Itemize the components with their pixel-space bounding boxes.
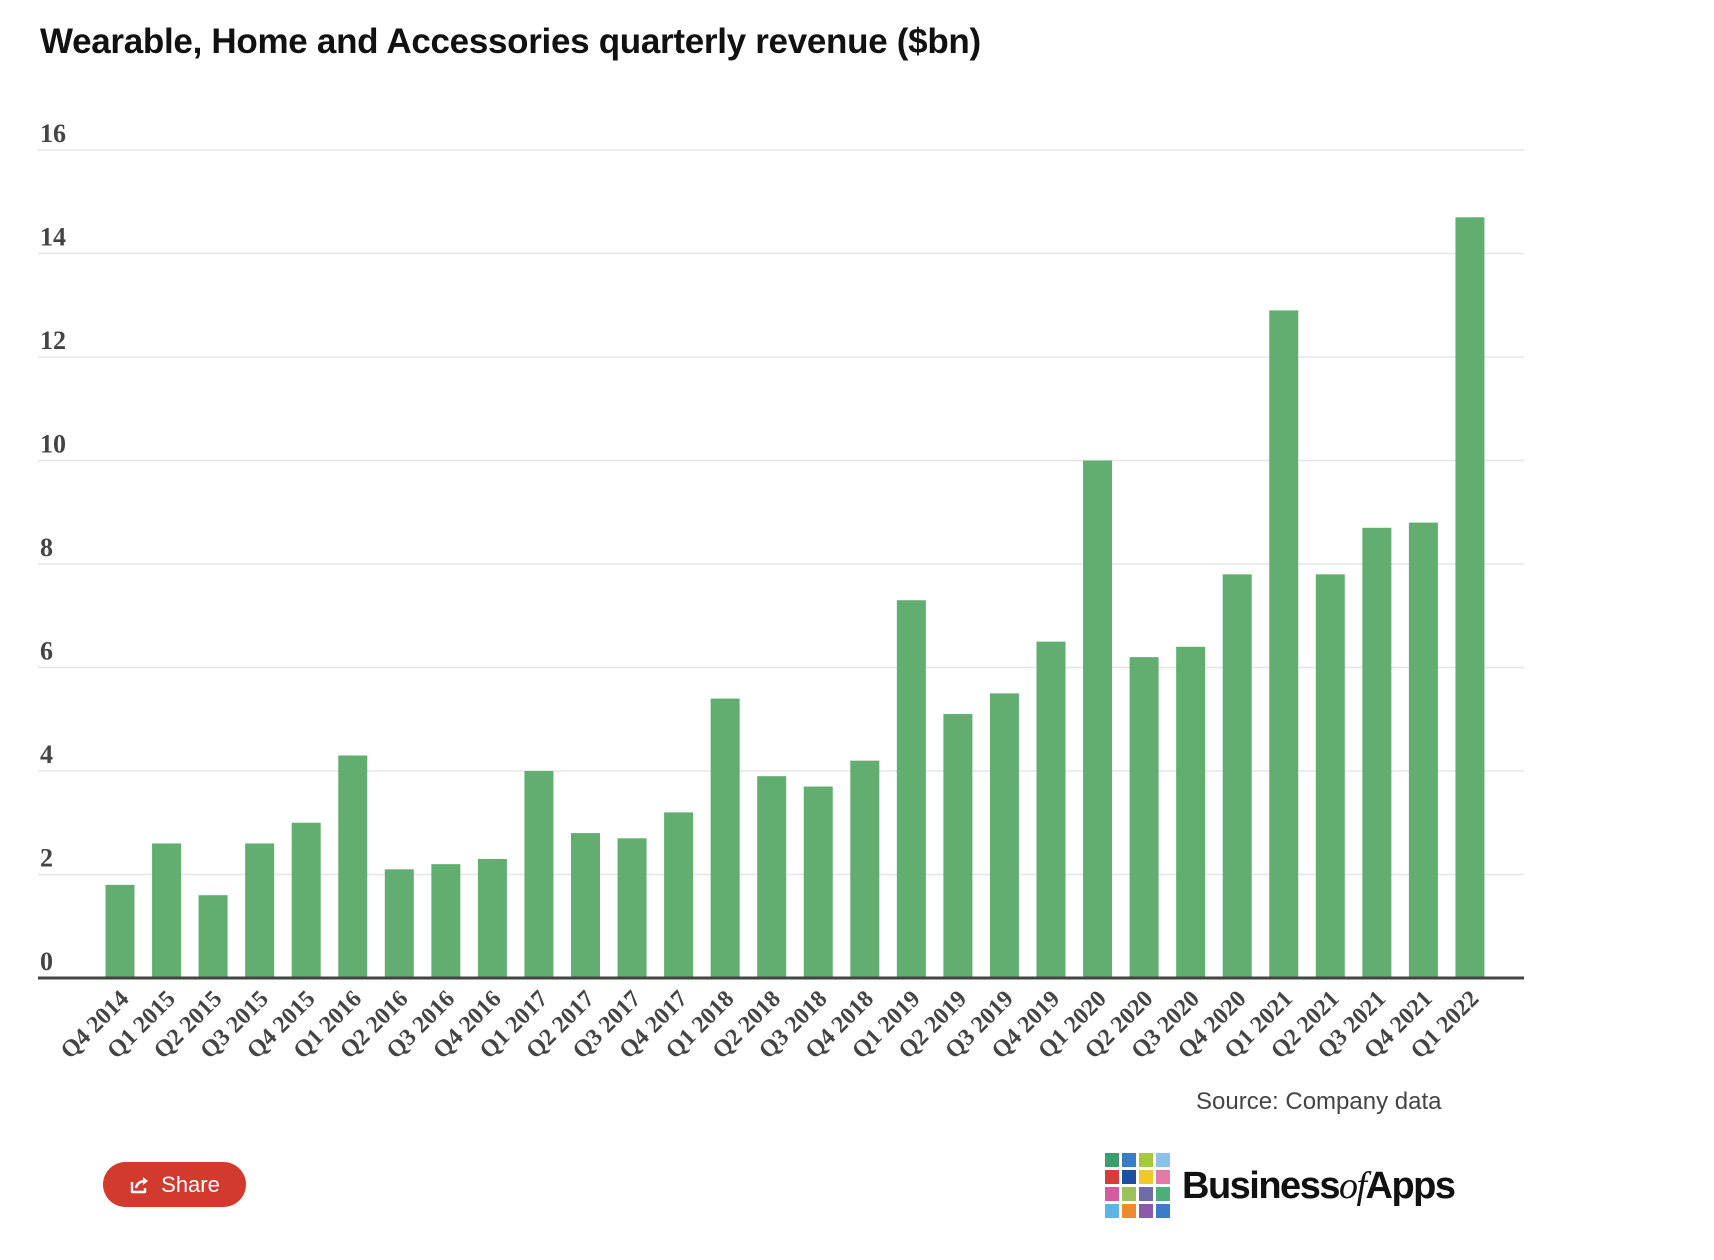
y-tick-label: 12	[40, 326, 66, 355]
bar	[571, 833, 600, 978]
bar	[1176, 646, 1206, 978]
bar	[710, 698, 740, 978]
bar	[1455, 217, 1485, 978]
bar	[477, 858, 507, 978]
logo-text-business: Business	[1182, 1164, 1340, 1207]
gridlines	[38, 149, 1524, 876]
y-tick-label: 8	[40, 533, 53, 562]
share-icon	[129, 1175, 151, 1195]
bar	[1315, 574, 1345, 978]
bar	[757, 776, 787, 978]
bar	[431, 864, 461, 978]
bar	[850, 760, 880, 978]
bar	[338, 755, 368, 978]
bar	[245, 843, 275, 978]
y-tick-label: 6	[40, 637, 53, 666]
bar	[896, 600, 926, 978]
chart-title: Wearable, Home and Accessories quarterly…	[40, 22, 981, 61]
y-tick-label: 0	[40, 947, 53, 976]
y-tick-label: 4	[40, 740, 53, 769]
share-button[interactable]: Share	[103, 1162, 246, 1207]
bar	[943, 714, 973, 978]
bar	[664, 812, 694, 978]
bar	[1362, 527, 1392, 978]
bar	[1083, 460, 1113, 978]
logo-grid-icon	[1105, 1153, 1170, 1218]
logo-text-of: of	[1338, 1164, 1367, 1207]
y-tick-label: 16	[40, 119, 66, 148]
bar	[1222, 574, 1252, 978]
bar	[105, 884, 135, 978]
share-label: Share	[161, 1171, 220, 1197]
logo-wordmark: BusinessofApps	[1182, 1164, 1457, 1208]
bar	[198, 895, 228, 978]
y-tick-label: 2	[40, 844, 53, 873]
bar	[617, 838, 647, 978]
bar	[989, 693, 1019, 978]
logo-text-apps: Apps	[1365, 1164, 1457, 1207]
bar	[1129, 657, 1159, 978]
y-axis-tick-labels: 0 2 4 6 8 10 12 14 16	[40, 119, 66, 976]
bar	[1408, 522, 1438, 978]
bar	[291, 822, 321, 978]
bar	[524, 771, 554, 978]
bars	[105, 217, 1485, 978]
y-tick-label: 14	[40, 223, 66, 252]
source-note: Source: Company data	[1196, 1088, 1442, 1115]
bar	[152, 843, 182, 978]
bar	[1036, 641, 1066, 978]
y-tick-label: 10	[40, 430, 66, 459]
bar	[1269, 310, 1299, 978]
bar	[384, 869, 414, 978]
business-of-apps-logo: BusinessofApps	[1105, 1153, 1457, 1218]
bar	[803, 786, 833, 978]
